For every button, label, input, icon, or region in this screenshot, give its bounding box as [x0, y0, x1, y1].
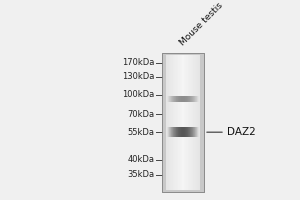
Text: 170kDa: 170kDa: [122, 58, 154, 67]
Text: 55kDa: 55kDa: [128, 128, 154, 137]
Text: 100kDa: 100kDa: [122, 90, 154, 99]
Text: 35kDa: 35kDa: [128, 170, 154, 179]
Text: DAZ2: DAZ2: [226, 127, 255, 137]
Bar: [162, 53, 204, 192]
Bar: [166, 55, 200, 190]
Text: 130kDa: 130kDa: [122, 72, 154, 81]
Bar: [162, 53, 204, 192]
Text: 70kDa: 70kDa: [128, 110, 154, 119]
Text: Mouse testis: Mouse testis: [178, 1, 225, 47]
Text: 40kDa: 40kDa: [128, 155, 154, 164]
